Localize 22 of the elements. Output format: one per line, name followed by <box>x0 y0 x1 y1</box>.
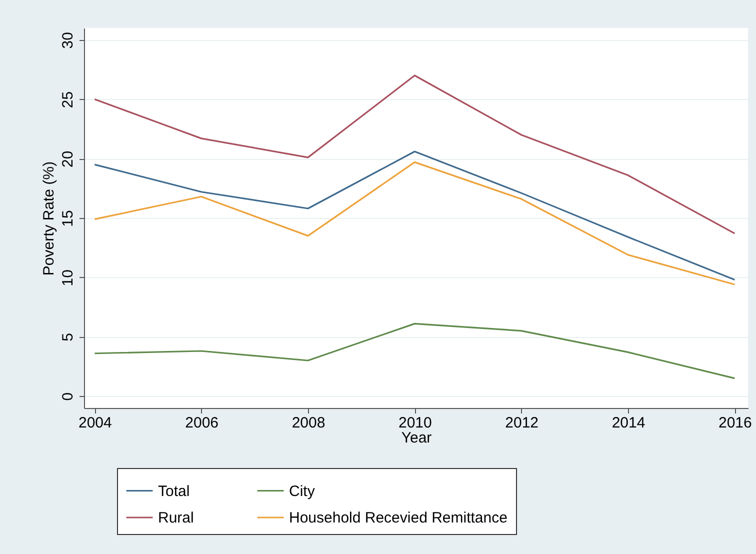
x-tick-label: 2016 <box>718 414 752 432</box>
line-series <box>94 322 736 380</box>
y-tick-label: 5 <box>60 333 76 342</box>
x-tick-label: 2010 <box>398 414 432 432</box>
y-tick-label: 30 <box>60 32 76 49</box>
x-tick-label: 2008 <box>292 414 326 432</box>
legend-label: Total <box>158 482 190 500</box>
y-tick-label: 10 <box>60 270 76 286</box>
y-tick-label: 15 <box>60 210 76 227</box>
x-tick-label: 2012 <box>505 414 539 432</box>
line-series <box>94 74 736 234</box>
y-tick-label: 25 <box>60 91 76 108</box>
x-tick-label: 2006 <box>185 414 219 432</box>
y-tick-label: 0 <box>60 392 76 401</box>
x-axis-title: Year <box>401 430 432 446</box>
y-axis-title: Poverty Rate (%) <box>40 161 58 276</box>
x-tick-label: 2014 <box>612 414 646 432</box>
y-tick-label: 20 <box>60 150 76 168</box>
legend-label: Household Recevied Remittance <box>289 510 508 526</box>
legend-label: Rural <box>158 510 194 526</box>
x-tick-label: 2004 <box>78 414 112 432</box>
legend-label: City <box>289 482 316 500</box>
